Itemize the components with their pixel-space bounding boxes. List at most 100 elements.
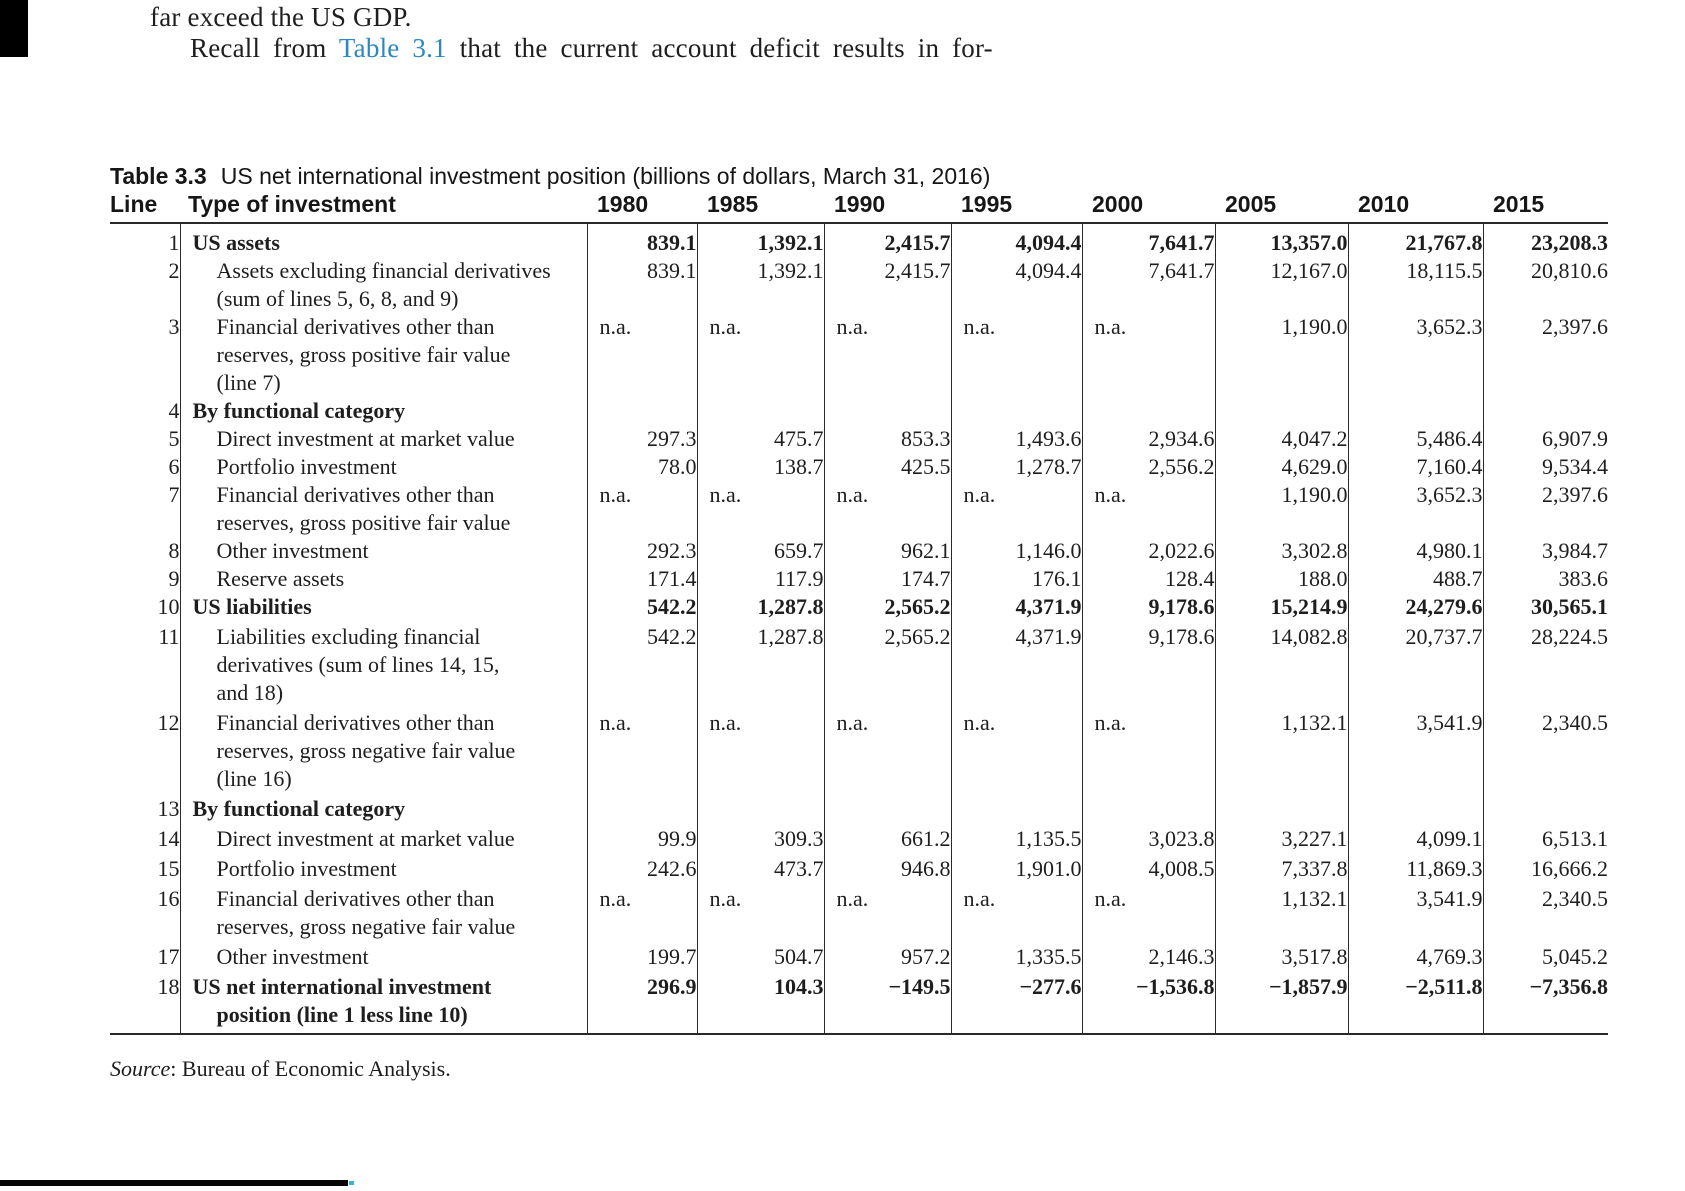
value-cell-2015: 2,340.5 xyxy=(1482,707,1608,793)
value-cell-2005: 14,082.8 xyxy=(1214,621,1348,707)
investment-type-cell: Financial derivatives other than reserves… xyxy=(179,481,587,537)
paragraph-line-2-pre: Recall from xyxy=(190,33,339,63)
value-cell-2005: 13,357.0 xyxy=(1214,223,1348,257)
value-cell-1980: n.a. xyxy=(586,313,697,397)
value-cell-1985: 138.7 xyxy=(696,453,824,481)
value-cell-2015: 9,534.4 xyxy=(1482,453,1608,481)
value-cell-2000 xyxy=(1081,397,1215,425)
column-header-year-2000: 2000 xyxy=(1092,191,1144,217)
value-cell-2010: 24,279.6 xyxy=(1347,593,1483,621)
scan-artifact-corner xyxy=(0,0,28,57)
value-cell-1990: 2,565.2 xyxy=(823,621,951,707)
line-number-cell: 13 xyxy=(157,796,180,821)
value-cell-2015: 2,397.6 xyxy=(1482,481,1608,537)
table-row-line-17: 17 Other investment 199.7 504.7 957.2 1,335.5… xyxy=(110,941,1608,971)
investment-type-text: Other investment xyxy=(216,538,369,563)
value-cell-2000: 7,641.7 xyxy=(1081,257,1215,313)
table-3-1-link[interactable]: Table 3.1 xyxy=(338,33,447,63)
value-cell-2005: 3,517.8 xyxy=(1214,941,1348,971)
investment-type-cell: Portfolio investment xyxy=(179,453,587,481)
column-header-year-1995: 1995 xyxy=(961,191,1013,217)
value-cell-1995 xyxy=(950,397,1082,425)
value-cell-1985: 309.3 xyxy=(696,823,824,853)
table-row-line-6: 6 Portfolio investment 78.0 138.7 425.5 1,278… xyxy=(110,453,1608,481)
value-cell-2000: 2,556.2 xyxy=(1081,453,1215,481)
investment-type-cell: Portfolio investment xyxy=(179,853,587,883)
value-cell-1990: 2,565.2 xyxy=(823,593,951,621)
value-cell-1995: n.a. xyxy=(950,883,1082,941)
value-cell-1990: 946.8 xyxy=(823,853,951,883)
value-cell-2000: 9,178.6 xyxy=(1081,621,1215,707)
table-row-line-15: 15 Portfolio investment 242.6 473.7 946.8 1,9… xyxy=(110,853,1608,883)
investment-type-text: Direct investment at market value xyxy=(216,426,515,451)
value-cell-2015: 6,907.9 xyxy=(1482,425,1608,453)
investment-type-text: US net international investment xyxy=(192,974,492,999)
line-number-cell: 5 xyxy=(168,426,180,451)
table-caption-number: Table 3.3 xyxy=(110,163,207,189)
investment-type-text: US liabilities xyxy=(192,594,312,619)
value-cell-2015 xyxy=(1482,397,1608,425)
source-note: Source: Bureau of Economic Analysis. xyxy=(110,1056,451,1082)
value-cell-1990: n.a. xyxy=(823,883,951,941)
value-cell-1985: 504.7 xyxy=(696,941,824,971)
column-header-year-2010: 2010 xyxy=(1358,191,1410,217)
value-cell-1980 xyxy=(586,793,697,823)
table-row-line-12: 12 Financial derivatives other than reserv… xyxy=(110,707,1608,793)
value-cell-2005 xyxy=(1214,793,1348,823)
value-cell-2000: n.a. xyxy=(1081,481,1215,537)
investment-type-cell: US net international investment position … xyxy=(179,971,587,1034)
investment-type-cell: US assets xyxy=(179,223,587,257)
investment-type-text: Other investment xyxy=(216,944,369,969)
investment-type-text: Financial derivatives other than xyxy=(216,314,495,339)
value-cell-2015: −7,356.8 xyxy=(1482,971,1608,1034)
column-header-year-1985: 1985 xyxy=(707,191,759,217)
scan-artifact-bottom-rule xyxy=(0,1180,348,1186)
value-cell-1985: n.a. xyxy=(696,707,824,793)
value-cell-1980: 199.7 xyxy=(586,941,697,971)
value-cell-1985: 104.3 xyxy=(696,971,824,1034)
value-cell-2010: 3,652.3 xyxy=(1347,481,1483,537)
line-number-cell: 12 xyxy=(157,710,180,735)
investment-type-text: derivatives (sum of lines 14, 15, xyxy=(216,652,500,677)
value-cell-1985: 475.7 xyxy=(696,425,824,453)
table-row-line-7: 7 Financial derivatives other than reserve… xyxy=(110,481,1608,537)
column-header-line: Line xyxy=(110,191,158,217)
investment-type-text: Financial derivatives other than xyxy=(216,482,495,507)
value-cell-2000: 2,146.3 xyxy=(1081,941,1215,971)
value-cell-1980: n.a. xyxy=(586,707,697,793)
table-row-line-5: 5 Direct investment at market value 297.3 4… xyxy=(110,425,1608,453)
value-cell-1995: 4,094.4 xyxy=(950,257,1082,313)
value-cell-2000: 2,022.6 xyxy=(1081,537,1215,565)
value-cell-2015: 16,666.2 xyxy=(1482,853,1608,883)
value-cell-1980: 839.1 xyxy=(586,257,697,313)
value-cell-1995: 1,901.0 xyxy=(950,853,1082,883)
value-cell-1995: 4,371.9 xyxy=(950,621,1082,707)
value-cell-1980: 242.6 xyxy=(586,853,697,883)
value-cell-1995: n.a. xyxy=(950,481,1082,537)
investment-type-cell: Direct investment at market value xyxy=(179,425,587,453)
source-note-label: Source xyxy=(110,1056,171,1081)
value-cell-2005: 1,190.0 xyxy=(1214,313,1348,397)
investment-type-text: position (line 1 less line 10) xyxy=(216,1002,468,1027)
value-cell-2010: 4,980.1 xyxy=(1347,537,1483,565)
table-row-line-16: 16 Financial derivatives other than reserv… xyxy=(110,883,1608,941)
value-cell-2010: 11,869.3 xyxy=(1347,853,1483,883)
value-cell-2005: 15,214.9 xyxy=(1214,593,1348,621)
value-cell-1990: 2,415.7 xyxy=(823,257,951,313)
line-number-cell: 11 xyxy=(158,624,180,649)
value-cell-2010: 3,541.9 xyxy=(1347,883,1483,941)
line-number-cell: 2 xyxy=(168,258,180,283)
value-cell-2015: 2,397.6 xyxy=(1482,313,1608,397)
value-cell-1980: 171.4 xyxy=(586,565,697,593)
table-row-line-9: 9 Reserve assets 171.4 117.9 174.7 176.1 128.4… xyxy=(110,565,1608,593)
value-cell-2010 xyxy=(1347,397,1483,425)
investment-type-text: (line 7) xyxy=(216,370,281,395)
niip-table: 1 US assets 839.1 1,392.1 2,415.7 4,094.4 7,64… xyxy=(110,222,1608,1035)
value-cell-2010: −2,511.8 xyxy=(1347,971,1483,1034)
value-cell-2005: 4,629.0 xyxy=(1214,453,1348,481)
value-cell-2005: 1,132.1 xyxy=(1214,883,1348,941)
table-caption: Table 3.3 US net international investment… xyxy=(110,163,990,190)
paragraph-line-2: Recall from Table 3.1 that the current a… xyxy=(190,33,993,64)
value-cell-1990: n.a. xyxy=(823,707,951,793)
value-cell-2010: 18,115.5 xyxy=(1347,257,1483,313)
